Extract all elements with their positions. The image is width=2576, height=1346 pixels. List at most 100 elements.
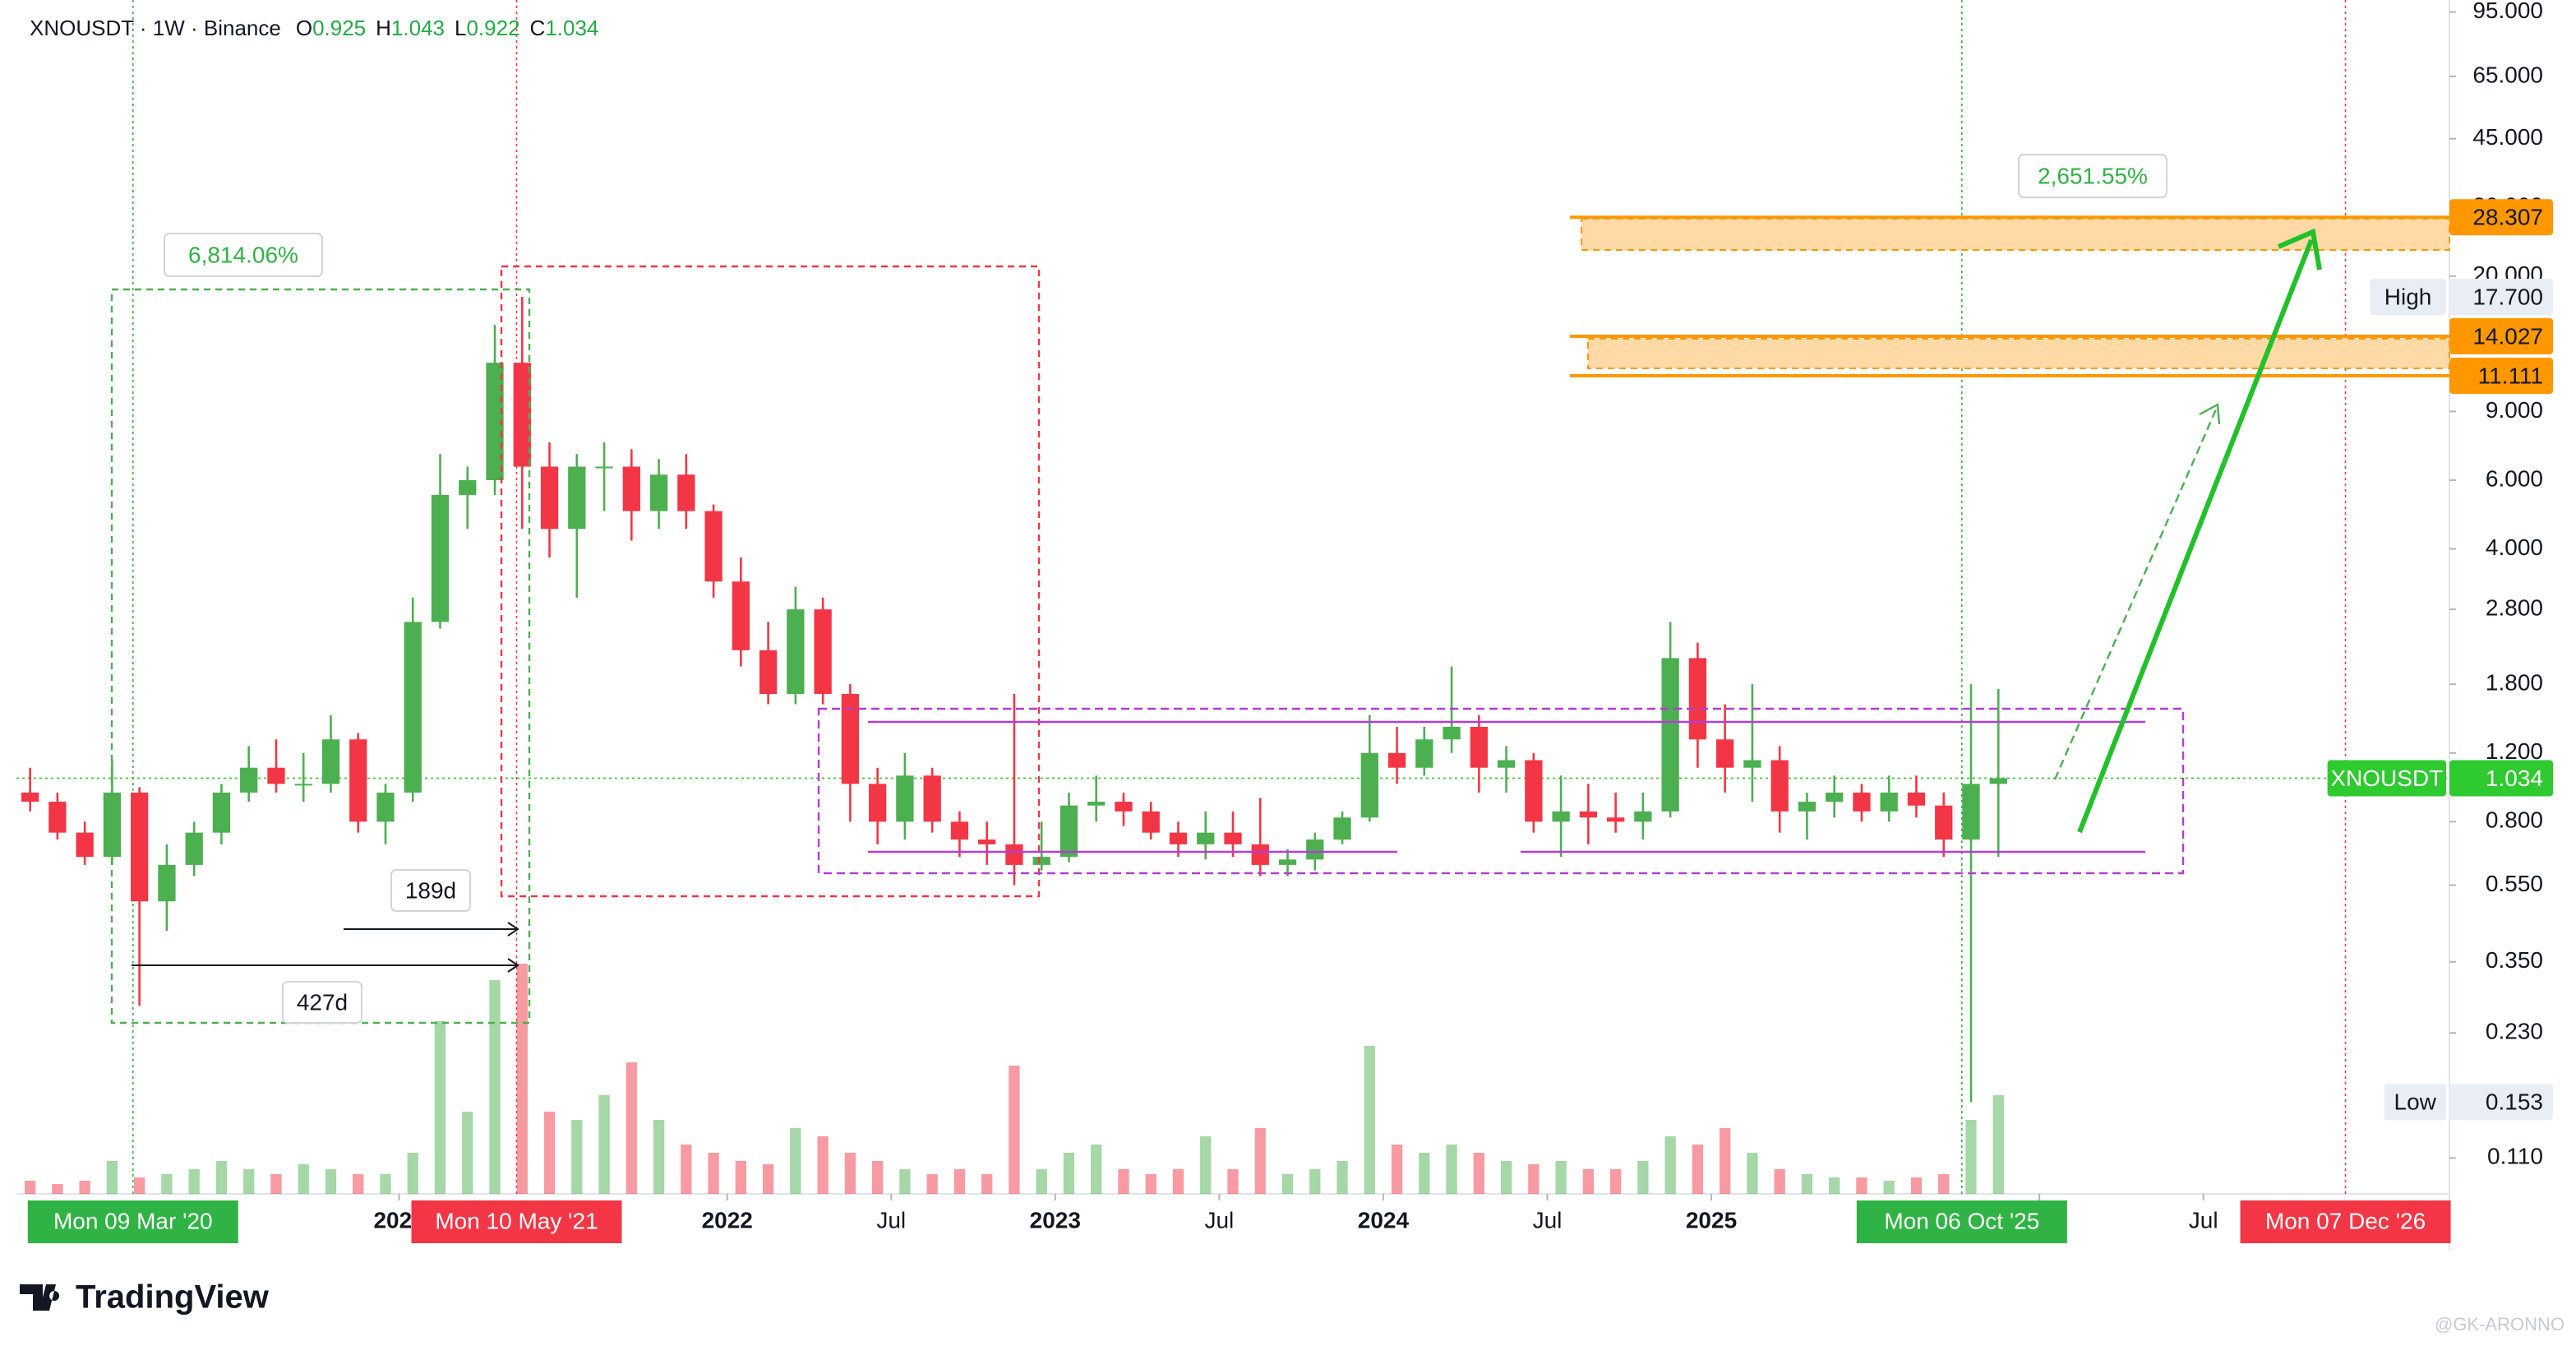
volume-bar [1336, 1161, 1348, 1194]
candle-body [294, 784, 312, 786]
volume-bar [24, 1181, 36, 1194]
volume-bar [926, 1174, 938, 1194]
price-tag: Low [2394, 1089, 2437, 1115]
candle-body [1579, 811, 1598, 818]
candle-body [1470, 726, 1488, 768]
logo-icon [20, 1284, 60, 1311]
candle-body [1688, 658, 1707, 740]
volume-bar [79, 1181, 90, 1194]
candle-body [48, 802, 67, 833]
candle-body [896, 775, 914, 822]
candle-body [349, 739, 367, 822]
volume-bar [1172, 1169, 1184, 1194]
volume-bar [844, 1153, 856, 1194]
candle-body [404, 622, 422, 793]
x-tick-label: Jul [1533, 1207, 1563, 1233]
annotation-label: 427d [297, 989, 348, 1015]
volume-bar [1473, 1153, 1484, 1194]
candle-body [1387, 752, 1406, 768]
candle-body [1661, 658, 1679, 812]
candle-body [131, 792, 149, 902]
candle-body [1853, 792, 1871, 812]
price-tag: High [2384, 284, 2432, 309]
volume-bar [543, 1112, 556, 1194]
candle-body [376, 792, 395, 822]
candle-body [1497, 760, 1516, 768]
volume-bar [353, 1174, 364, 1194]
volume-bar [325, 1169, 337, 1194]
zone [1581, 218, 2450, 251]
volume-bar [270, 1174, 282, 1194]
candle-body [622, 466, 640, 511]
candle-body [1989, 778, 2007, 784]
annotation-label: 2,651.55% [2038, 163, 2148, 188]
volume-bar [134, 1177, 145, 1194]
arrow-head [507, 922, 519, 937]
volume-bar [1036, 1169, 1047, 1194]
candle-body [1059, 805, 1078, 858]
candle-body [704, 511, 722, 582]
candle-body [76, 832, 94, 858]
candle-body [595, 466, 613, 469]
annotation-box [2018, 154, 2167, 198]
volume-bar [1200, 1136, 1212, 1194]
range-box [817, 707, 2185, 875]
price-label-box [2449, 1084, 2553, 1121]
volume-bar [1227, 1169, 1239, 1194]
volume-bar [243, 1169, 255, 1194]
x-tick-label: 2023 [1030, 1207, 1081, 1233]
volume-bar [1856, 1177, 1867, 1194]
volume-bar [817, 1136, 829, 1194]
candle-body [814, 609, 832, 694]
date-marker-label: Mon 10 May '21 [435, 1208, 598, 1233]
watermark: @GK-ARONNO [2435, 1314, 2564, 1334]
logo-text: TradingView [76, 1279, 270, 1316]
volume-bar [489, 980, 501, 1194]
x-tick-label: Jul [1204, 1207, 1234, 1233]
annotation-box [164, 233, 323, 277]
arrow [2077, 238, 2314, 834]
volume-bar [161, 1174, 173, 1194]
candle-body [1525, 760, 1543, 822]
volume-bar [1938, 1174, 1950, 1194]
volume-bar [1801, 1174, 1813, 1194]
volume-bar [1009, 1066, 1020, 1194]
volume-bar [571, 1120, 583, 1194]
candle-body [1606, 817, 1625, 822]
volume-bar [1145, 1174, 1156, 1194]
volume-pane [24, 964, 2004, 1194]
ohlc-value: 0.925 [312, 16, 366, 40]
guide-lines [16, 0, 2449, 1194]
candle-body [1169, 832, 1188, 844]
candle-body [923, 775, 941, 822]
annotation-box [282, 981, 362, 1024]
date-marker-label: Mon 07 Dec '26 [2265, 1208, 2426, 1233]
volume-bar [1992, 1095, 2004, 1194]
candle-body [1443, 726, 1461, 740]
candle-body [321, 739, 340, 784]
volume-bar [708, 1153, 719, 1194]
volume-bar [981, 1174, 993, 1194]
drawings [110, 218, 2450, 1025]
annotation-label: 6,814.06% [188, 242, 298, 267]
annotation-label: 189d [405, 877, 456, 903]
price-tag-box [2370, 279, 2446, 316]
volume-bar [1774, 1169, 1785, 1194]
price-label: 0.153 [2486, 1089, 2543, 1115]
candle-body [1333, 817, 1351, 840]
candle-body [185, 832, 203, 865]
volume-bar [52, 1184, 63, 1194]
candle-body [212, 792, 231, 833]
volume-bar [1118, 1169, 1129, 1194]
price-tag-box [2384, 1084, 2446, 1121]
ohlc-value: 1.034 [545, 16, 598, 40]
volume-bar [516, 964, 528, 1194]
price-label-box [2449, 279, 2553, 316]
candle-body [1278, 859, 1297, 865]
volume-bar [434, 1021, 446, 1194]
candle-body [21, 792, 39, 803]
y-tick-label: 0.800 [2486, 807, 2543, 833]
